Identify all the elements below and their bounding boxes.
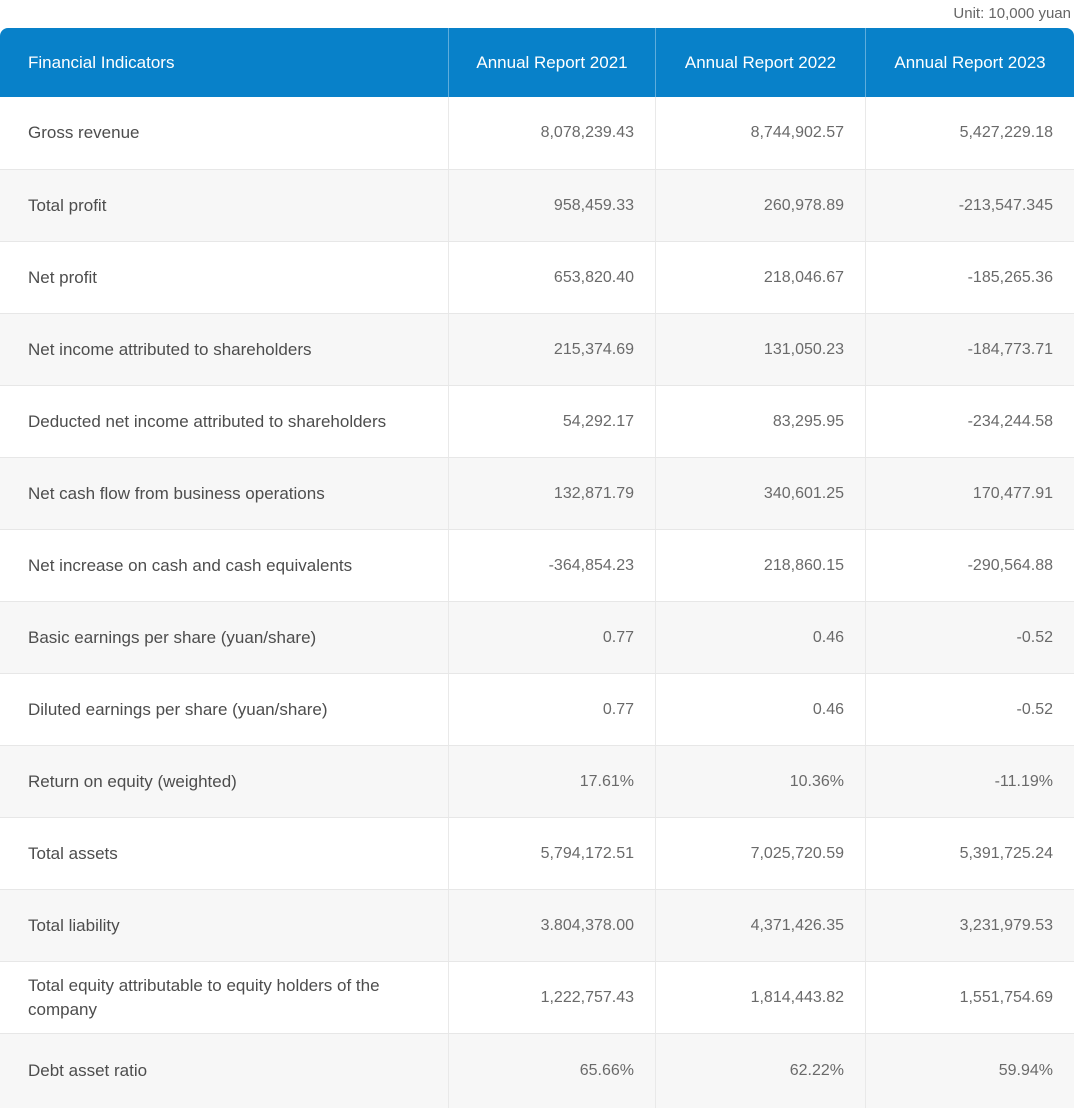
- value-2021: 17.61%: [448, 746, 655, 817]
- row-label: Deducted net income attributed to shareh…: [28, 411, 387, 431]
- value-2022: 260,978.89: [655, 170, 865, 241]
- value-2023: -185,265.36: [865, 242, 1074, 313]
- value-2021: 958,459.33: [448, 170, 655, 241]
- value-2022: 0.46: [655, 674, 865, 745]
- value-2021: 8,078,239.43: [448, 97, 655, 169]
- table-row: Net cash flow from business operations 1…: [0, 457, 1074, 529]
- unit-note: Unit: 10,000 yuan: [953, 5, 1071, 22]
- row-label: Net cash flow from business operations: [28, 483, 325, 503]
- value-2021: 54,292.17: [448, 386, 655, 457]
- row-label: Total profit: [28, 195, 107, 215]
- value-2022: 83,295.95: [655, 386, 865, 457]
- table-row: Total assets 5,794,172.51 7,025,720.59 5…: [0, 817, 1074, 889]
- value-2021: 653,820.40: [448, 242, 655, 313]
- value-2022: 4,371,426.35: [655, 890, 865, 961]
- financial-indicators-table: Financial Indicators Annual Report 2021 …: [0, 28, 1074, 1108]
- table-header-row: Financial Indicators Annual Report 2021 …: [0, 28, 1074, 97]
- value-2023: -213,547.345: [865, 170, 1074, 241]
- value-2023: 5,391,725.24: [865, 818, 1074, 889]
- value-2023: 170,477.91: [865, 458, 1074, 529]
- table-row: Deducted net income attributed to shareh…: [0, 385, 1074, 457]
- table-row: Diluted earnings per share (yuan/share) …: [0, 673, 1074, 745]
- value-2023: -0.52: [865, 602, 1074, 673]
- value-2022: 62.22%: [655, 1034, 865, 1108]
- row-label: Total equity attributable to equity hold…: [28, 975, 380, 1019]
- table-row: Net income attributed to shareholders 21…: [0, 313, 1074, 385]
- value-2022: 8,744,902.57: [655, 97, 865, 169]
- value-2023: -234,244.58: [865, 386, 1074, 457]
- value-2021: 0.77: [448, 602, 655, 673]
- value-2023: 3,231,979.53: [865, 890, 1074, 961]
- table-row: Total equity attributable to equity hold…: [0, 961, 1074, 1033]
- row-label: Total assets: [28, 843, 118, 863]
- header-cell-financial-indicators: Financial Indicators: [28, 52, 175, 72]
- row-label: Net profit: [28, 267, 97, 287]
- value-2022: 7,025,720.59: [655, 818, 865, 889]
- value-2023: -11.19%: [865, 746, 1074, 817]
- value-2021: 0.77: [448, 674, 655, 745]
- value-2023: -0.52: [865, 674, 1074, 745]
- value-2021: 3.804,378.00: [448, 890, 655, 961]
- table-body: Gross revenue 8,078,239.43 8,744,902.57 …: [0, 97, 1074, 1108]
- table-row: Gross revenue 8,078,239.43 8,744,902.57 …: [0, 97, 1074, 169]
- table-row: Debt asset ratio 65.66% 62.22% 59.94%: [0, 1033, 1074, 1108]
- value-2023: -290,564.88: [865, 530, 1074, 601]
- value-2023: -184,773.71: [865, 314, 1074, 385]
- value-2022: 10.36%: [655, 746, 865, 817]
- value-2021: 132,871.79: [448, 458, 655, 529]
- row-label: Debt asset ratio: [28, 1061, 148, 1080]
- row-label: Gross revenue: [28, 123, 140, 142]
- row-label: Total liability: [28, 915, 120, 935]
- header-cell-annual-report-2023: Annual Report 2023: [865, 28, 1074, 97]
- row-label: Net increase on cash and cash equivalent…: [28, 555, 353, 575]
- value-2022: 0.46: [655, 602, 865, 673]
- value-2021: 5,794,172.51: [448, 818, 655, 889]
- value-2023: 1,551,754.69: [865, 962, 1074, 1033]
- value-2022: 131,050.23: [655, 314, 865, 385]
- table-row: Total liability 3.804,378.00 4,371,426.3…: [0, 889, 1074, 961]
- value-2022: 218,046.67: [655, 242, 865, 313]
- row-label: Return on equity (weighted): [28, 771, 237, 791]
- value-2021: 65.66%: [448, 1034, 655, 1108]
- table-row: Net increase on cash and cash equivalent…: [0, 529, 1074, 601]
- table-row: Total profit 958,459.33 260,978.89 -213,…: [0, 169, 1074, 241]
- value-2021: 1,222,757.43: [448, 962, 655, 1033]
- header-cell-annual-report-2021: Annual Report 2021: [448, 28, 655, 97]
- value-2022: 218,860.15: [655, 530, 865, 601]
- table-row: Basic earnings per share (yuan/share) 0.…: [0, 601, 1074, 673]
- value-2023: 5,427,229.18: [865, 97, 1074, 169]
- value-2021: -364,854.23: [448, 530, 655, 601]
- value-2022: 340,601.25: [655, 458, 865, 529]
- row-label: Diluted earnings per share (yuan/share): [28, 699, 328, 719]
- value-2023: 59.94%: [865, 1034, 1074, 1108]
- value-2022: 1,814,443.82: [655, 962, 865, 1033]
- table-row: Net profit 653,820.40 218,046.67 -185,26…: [0, 241, 1074, 313]
- row-label: Net income attributed to shareholders: [28, 339, 312, 359]
- table-row: Return on equity (weighted) 17.61% 10.36…: [0, 745, 1074, 817]
- header-cell-annual-report-2022: Annual Report 2022: [655, 28, 865, 97]
- row-label: Basic earnings per share (yuan/share): [28, 627, 317, 647]
- value-2021: 215,374.69: [448, 314, 655, 385]
